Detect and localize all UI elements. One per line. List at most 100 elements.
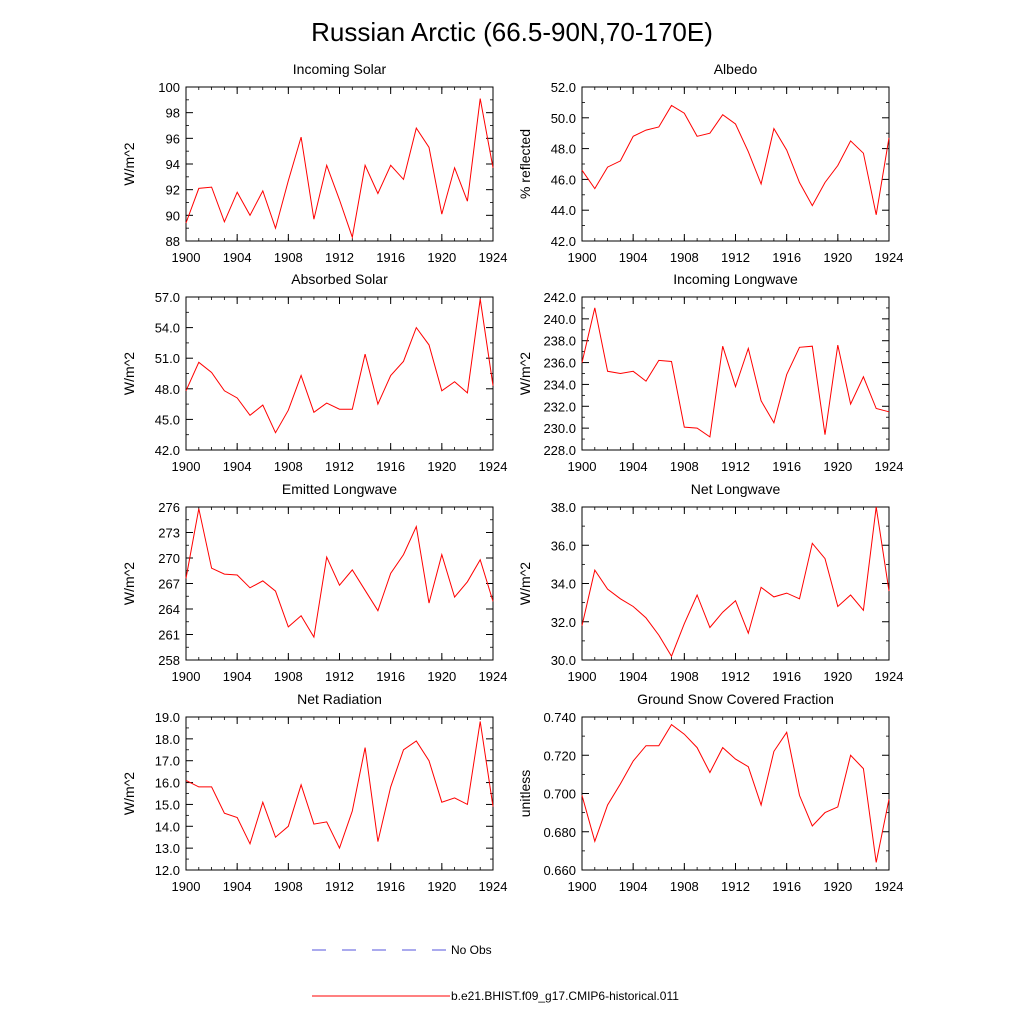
- x-tick-label: 1924: [875, 459, 904, 474]
- x-tick-label: 1900: [172, 669, 201, 684]
- panel-title: Net Longwave: [691, 481, 781, 497]
- y-axis-label: % reflected: [517, 129, 533, 199]
- x-tick-label: 1916: [772, 250, 801, 265]
- plot-frame: [185, 296, 494, 451]
- y-tick-label: 51.0: [155, 351, 180, 366]
- x-tick-label: 1908: [274, 250, 303, 265]
- x-tick-label: 1916: [772, 669, 801, 684]
- x-tick-label: 1916: [376, 459, 405, 474]
- x-tick-label: 1924: [479, 250, 508, 265]
- panel-title: Albedo: [714, 61, 758, 77]
- x-tick-label: 1908: [274, 879, 303, 894]
- y-tick-label: 242.0: [543, 290, 576, 305]
- y-tick-label: 44.0: [551, 203, 576, 218]
- x-tick-label: 1900: [568, 459, 597, 474]
- y-tick-label: 54.0: [155, 321, 180, 336]
- series-line-albedo: [581, 104, 890, 215]
- panel-title: Emitted Longwave: [282, 481, 397, 497]
- x-tick-label: 1908: [274, 459, 303, 474]
- figure-title: Russian Arctic (66.5-90N,70-170E): [311, 17, 713, 47]
- x-tick-label: 1900: [172, 250, 201, 265]
- x-tick-label: 1908: [670, 879, 699, 894]
- y-tick-label: 38.0: [551, 500, 576, 515]
- y-tick-label: 270: [158, 551, 180, 566]
- x-tick-label: 1924: [875, 250, 904, 265]
- y-tick-label: 228.0: [543, 443, 576, 458]
- y-axis-label: W/m^2: [121, 772, 137, 815]
- legend-no-obs-label: No Obs: [451, 943, 492, 957]
- y-tick-label: 16.0: [155, 776, 180, 791]
- series-line-ground-snow-covered-fraction: [581, 723, 890, 863]
- panel-title: Incoming Solar: [293, 61, 387, 77]
- x-tick-label: 1904: [619, 459, 648, 474]
- x-tick-label: 1912: [721, 459, 750, 474]
- x-tick-label: 1904: [619, 669, 648, 684]
- series-line-emitted-longwave: [185, 508, 494, 639]
- y-tick-label: 0.660: [543, 863, 576, 878]
- x-tick-label: 1920: [823, 669, 852, 684]
- x-tick-label: 1920: [823, 459, 852, 474]
- y-tick-label: 19.0: [155, 710, 180, 725]
- plot-frame: [581, 716, 890, 871]
- legend: No Obs b.e21.BHIST.f09_g17.CMIP6-histori…: [312, 943, 679, 1003]
- x-tick-label: 1904: [223, 459, 252, 474]
- series-line-net-radiation: [185, 721, 494, 850]
- panels: 1900 1904 1908 1912 1916 1920 1924 88 90 92 94 96 98…: [121, 61, 903, 894]
- panel-incoming-longwave: 1900 1904 1908 1912 1916 1920 1924 228.0 230.0 23…: [517, 271, 903, 474]
- y-tick-label: 32.0: [551, 615, 576, 630]
- x-tick-label: 1920: [427, 250, 456, 265]
- x-tick-label: 1912: [325, 879, 354, 894]
- plot-frame: [581, 506, 890, 661]
- x-tick-label: 1916: [772, 879, 801, 894]
- x-tick-label: 1920: [427, 879, 456, 894]
- panel-net-longwave: 1900 1904 1908 1912 1916 1920 1924 30.0 32.0 34.0…: [517, 481, 903, 684]
- x-tick-label: 1904: [223, 669, 252, 684]
- panel-incoming-solar: 1900 1904 1908 1912 1916 1920 1924 88 90 92 94 96 98…: [121, 61, 507, 265]
- y-tick-label: 100: [158, 80, 180, 95]
- y-tick-label: 14.0: [155, 819, 180, 834]
- x-tick-label: 1916: [376, 879, 405, 894]
- panel-absorbed-solar: 1900 1904 1908 1912 1916 1920 1924 42.0 45.0 48.0…: [121, 271, 507, 474]
- y-tick-label: 267: [158, 577, 180, 592]
- x-tick-label: 1920: [823, 879, 852, 894]
- y-tick-label: 42.0: [551, 234, 576, 249]
- panel-title: Net Radiation: [297, 691, 382, 707]
- y-tick-label: 240.0: [543, 312, 576, 327]
- panel-title: Ground Snow Covered Fraction: [637, 691, 834, 707]
- y-tick-label: 236.0: [543, 356, 576, 371]
- panel-net-radiation: 1900 1904 1908 1912 1916 1920 1924 12.0 13.0 14.0…: [121, 691, 507, 894]
- y-tick-label: 98: [166, 106, 180, 121]
- x-tick-label: 1924: [875, 669, 904, 684]
- x-tick-label: 1916: [376, 669, 405, 684]
- x-tick-label: 1904: [223, 250, 252, 265]
- x-tick-label: 1900: [172, 879, 201, 894]
- x-tick-label: 1900: [568, 879, 597, 894]
- x-tick-label: 1900: [172, 459, 201, 474]
- y-tick-label: 42.0: [155, 443, 180, 458]
- y-axis-label: W/m^2: [121, 562, 137, 605]
- y-tick-label: 88: [166, 234, 180, 249]
- y-tick-label: 94: [166, 157, 180, 172]
- y-axis-label: unitless: [517, 770, 533, 817]
- panel-title: Incoming Longwave: [673, 271, 798, 287]
- y-axis-label: W/m^2: [121, 142, 137, 185]
- x-tick-label: 1920: [823, 250, 852, 265]
- series-line-incoming-longwave: [581, 307, 890, 438]
- panel-emitted-longwave: 1900 1904 1908 1912 1916 1920 1924 258 261 264 267…: [121, 481, 507, 684]
- y-axis-label: W/m^2: [517, 352, 533, 395]
- y-tick-label: 232.0: [543, 399, 576, 414]
- x-tick-label: 1900: [568, 250, 597, 265]
- x-tick-label: 1912: [721, 669, 750, 684]
- legend-model-label: b.e21.BHIST.f09_g17.CMIP6-historical.011: [451, 989, 679, 1003]
- x-tick-label: 1908: [274, 669, 303, 684]
- x-tick-label: 1924: [479, 669, 508, 684]
- x-tick-label: 1924: [479, 459, 508, 474]
- series-line-incoming-solar: [185, 98, 494, 240]
- x-tick-label: 1924: [875, 879, 904, 894]
- x-tick-label: 1912: [325, 459, 354, 474]
- panel-albedo: 1900 1904 1908 1912 1916 1920 1924 42.0 44.0 46.0…: [517, 61, 903, 265]
- x-tick-label: 1904: [223, 879, 252, 894]
- series-line-absorbed-solar: [185, 298, 494, 434]
- y-tick-label: 234.0: [543, 377, 576, 392]
- y-tick-label: 48.0: [155, 382, 180, 397]
